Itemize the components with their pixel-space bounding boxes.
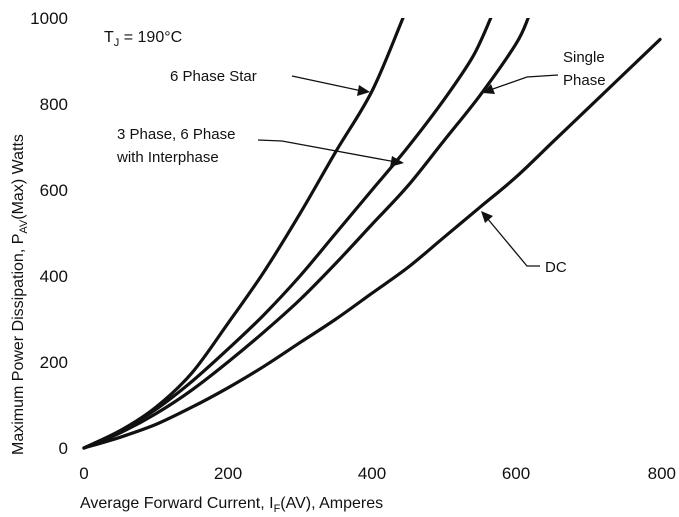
x-tick-label: 400	[358, 464, 386, 483]
annotation-single: Single	[563, 49, 605, 66]
tj-value: = 190°C	[119, 29, 182, 46]
annotation-phase: Phase	[563, 72, 606, 89]
series-line-3	[82, 37, 662, 450]
arrow-3-phase-line	[257, 139, 397, 163]
annotation-with-interphase: with Interphase	[116, 149, 219, 166]
y-tick-label: 0	[59, 439, 68, 458]
y-tick-label: 800	[40, 95, 68, 114]
arrow-dc-line	[486, 217, 540, 267]
curves	[82, 18, 662, 450]
x-tick-label: 800	[648, 464, 676, 483]
junction-temperature-label: TJ = 190°C	[104, 29, 182, 49]
x-tick-labels: 0 200 400 600 800	[79, 464, 676, 483]
annotation-6-phase-star: 6 Phase Star	[170, 68, 257, 85]
tj-symbol: T	[104, 29, 114, 46]
x-tick-label: 200	[214, 464, 242, 483]
arrow-3-phase-head	[390, 156, 404, 167]
series-line-2	[82, 18, 530, 450]
y-tick-labels: 0 200 400 600 800 1000	[30, 9, 68, 458]
y-tick-label: 600	[40, 181, 68, 200]
y-axis-label: Maximum Power Dissipation, PAV(Max) Watt…	[10, 134, 30, 455]
tj-subscript: J	[114, 37, 120, 49]
arrow-6-phase-star-head	[357, 85, 370, 96]
arrow-dc-head	[481, 211, 493, 223]
y-tick-label: 400	[40, 267, 68, 286]
annotation-3-phase-6-phase: 3 Phase, 6 Phase	[117, 126, 235, 143]
arrow-single-phase-line	[489, 74, 559, 91]
y-tick-label: 200	[40, 353, 68, 372]
arrow-6-phase-star-line	[291, 75, 363, 92]
arrow-single-phase-head	[483, 84, 495, 94]
series-line-1	[82, 18, 493, 450]
x-axis-label: Average Forward Current, IF(AV), Amperes	[80, 495, 383, 515]
x-tick-label: 600	[502, 464, 530, 483]
curve-annotations: 6 Phase Star 3 Phase, 6 Phase with Inter…	[116, 49, 606, 276]
y-tick-label: 1000	[30, 9, 68, 28]
x-tick-label: 0	[79, 464, 88, 483]
annotation-dc: DC	[545, 259, 567, 276]
